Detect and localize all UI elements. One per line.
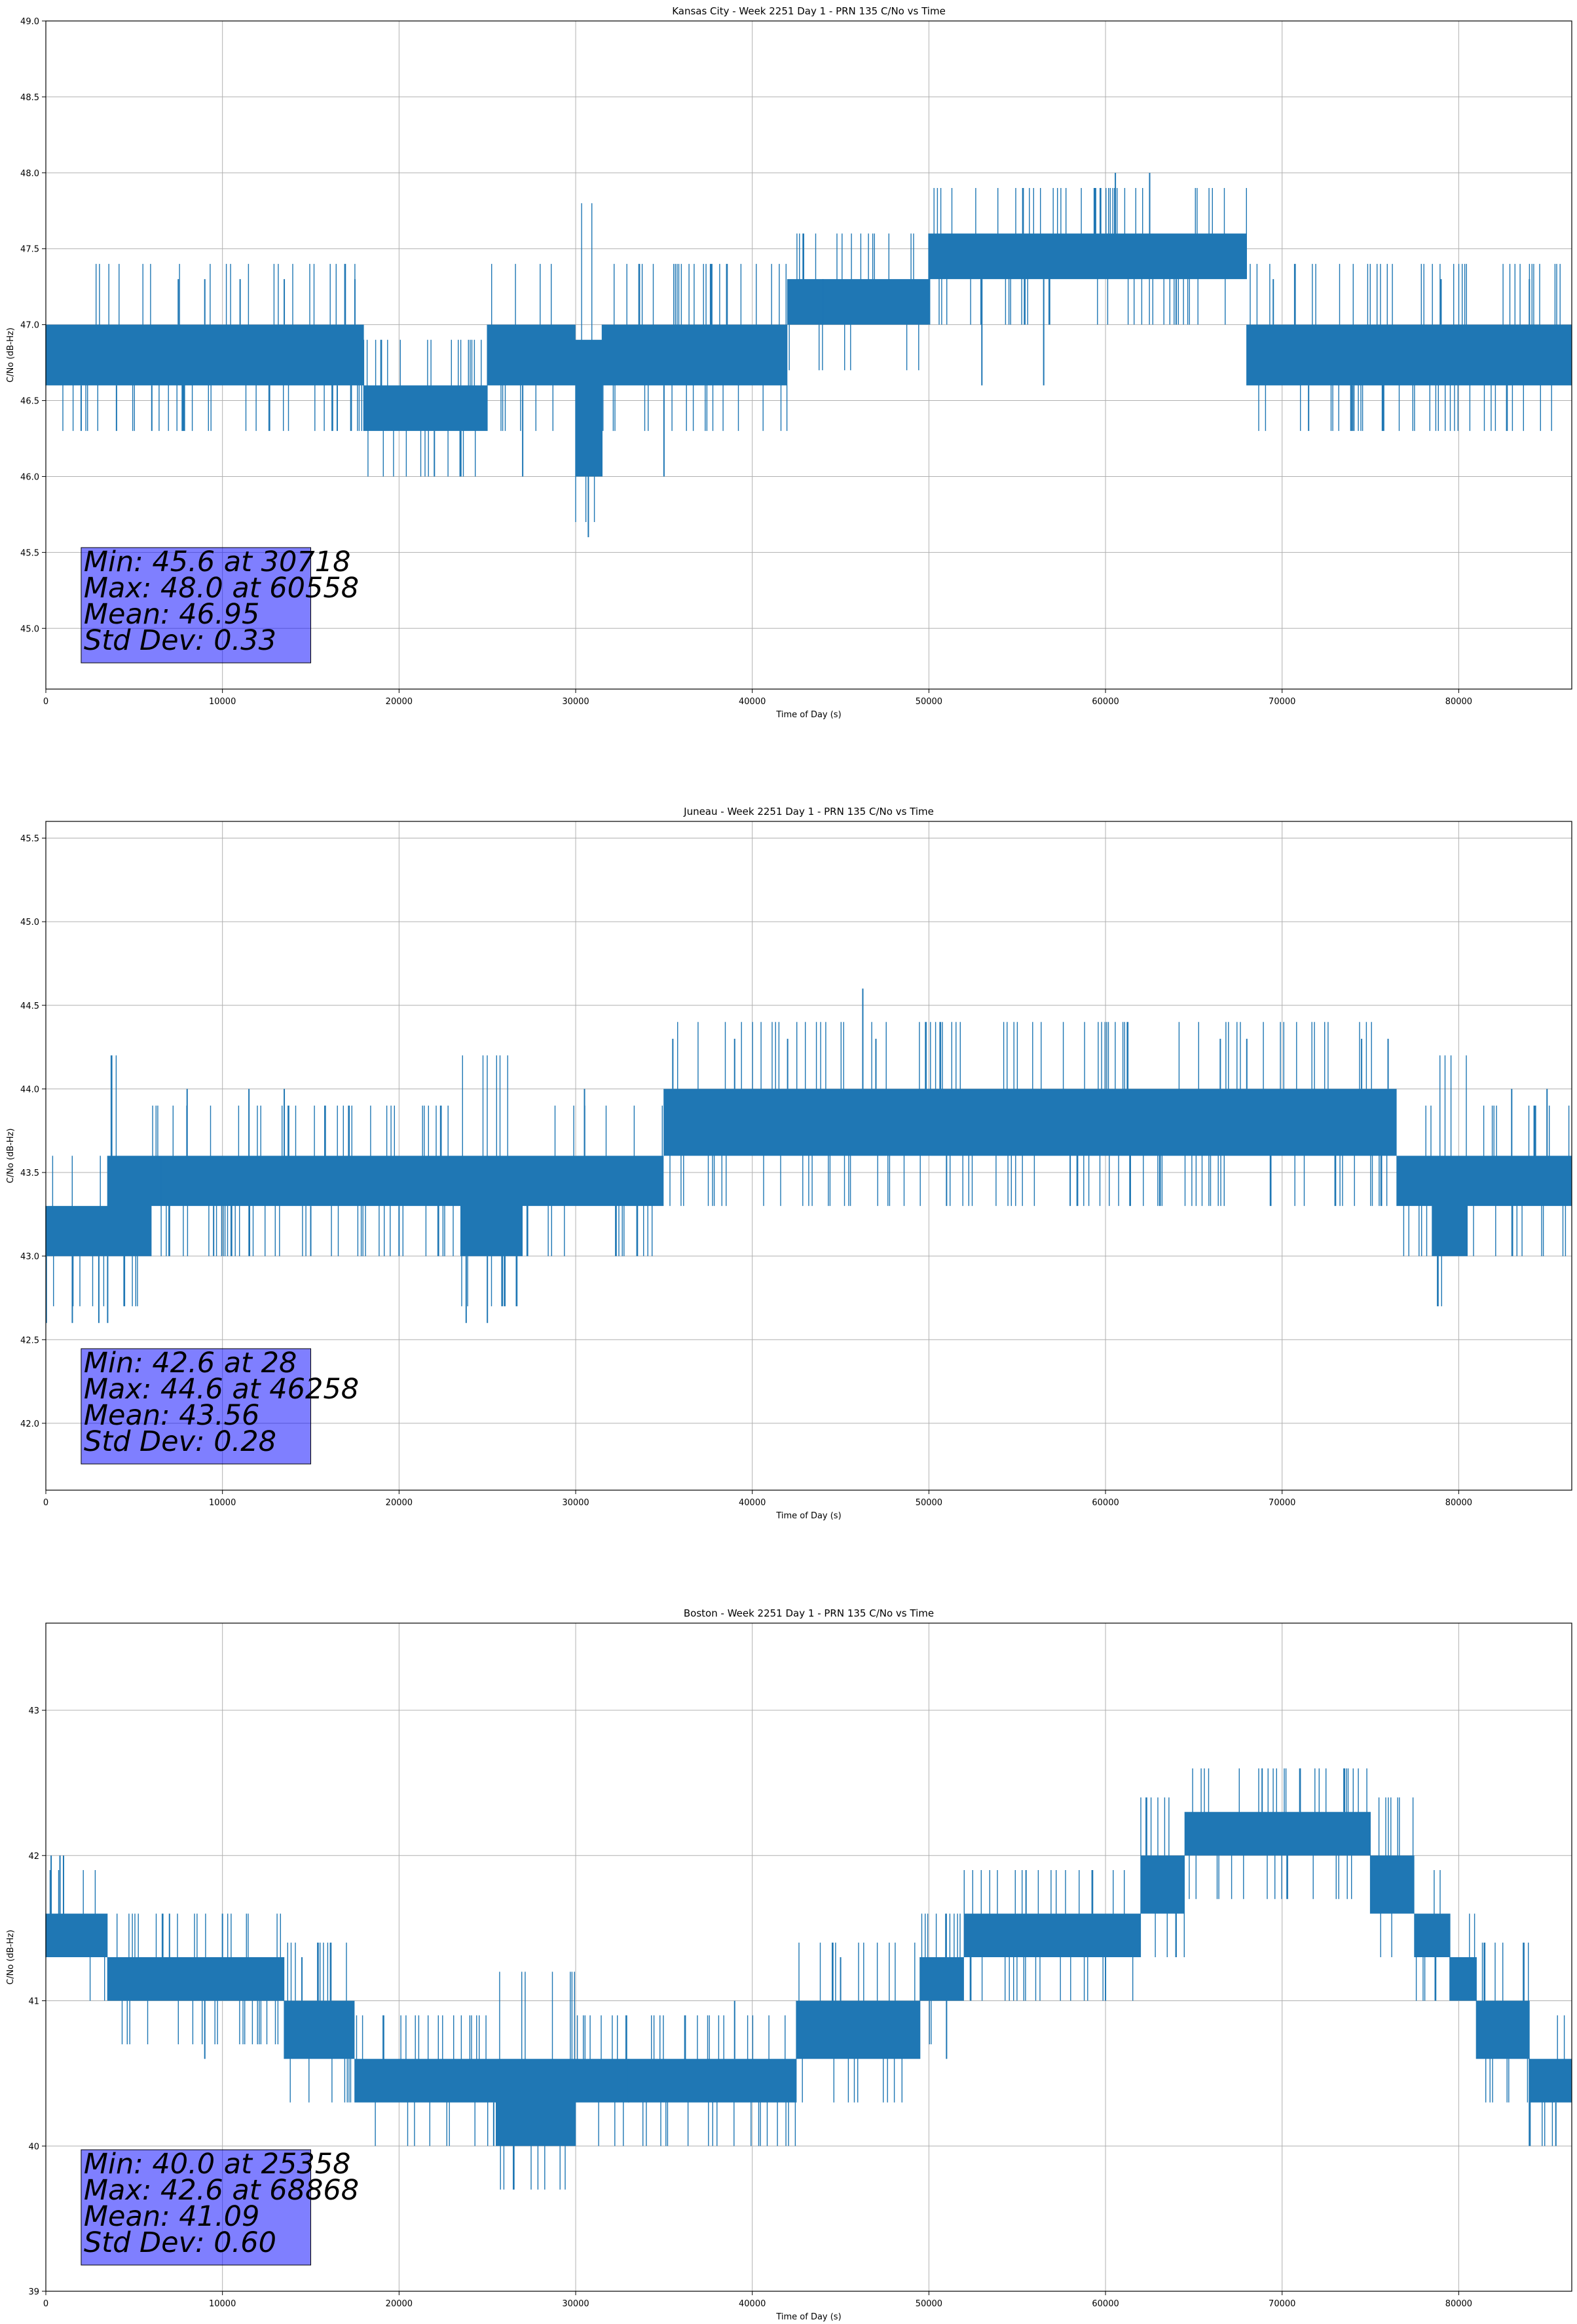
y-tick-label: 43 bbox=[28, 1706, 39, 1716]
stats-line: Std Dev: 0.60 bbox=[84, 2226, 276, 2259]
x-tick-label: 20000 bbox=[386, 697, 413, 707]
series-line bbox=[45, 1768, 1572, 2190]
x-tick-label: 40000 bbox=[739, 697, 766, 707]
y-tick-label: 43.5 bbox=[20, 1169, 39, 1178]
plot-frame bbox=[45, 20, 1572, 690]
y-tick-label: 44.5 bbox=[20, 1002, 39, 1011]
y-tick-label: 45.0 bbox=[20, 918, 39, 928]
y-tick-label: 40 bbox=[28, 2142, 39, 2152]
y-tick-label: 47.5 bbox=[20, 245, 39, 255]
y-tick-label: 42 bbox=[28, 1852, 39, 1862]
chart-kansas-city: 0 10000 20000 30000 40000 50000 60000 70000 8000… bbox=[6, 5, 1572, 720]
x-tick-label: 50000 bbox=[916, 1498, 942, 1508]
y-tick-label: 49.0 bbox=[20, 17, 39, 27]
stats-line: Max: 44.6 at 46258 bbox=[84, 1373, 359, 1406]
y-tick-label: 45.5 bbox=[20, 834, 39, 844]
x-tick-label: 70000 bbox=[1269, 1498, 1295, 1508]
y-tick-label: 46.5 bbox=[20, 397, 39, 407]
x-tick-label: 10000 bbox=[209, 1498, 236, 1508]
plot-frame bbox=[45, 821, 1572, 1491]
x-tick-label: 30000 bbox=[562, 2299, 589, 2309]
x-axis-label: Time of Day (s) bbox=[775, 2312, 841, 2322]
series-line bbox=[45, 1022, 1572, 1307]
stats-line: Max: 42.6 at 68868 bbox=[84, 2174, 359, 2207]
x-tick-label: 0 bbox=[43, 1498, 48, 1508]
x-tick-label: 70000 bbox=[1269, 2299, 1295, 2309]
y-tick-label: 43.0 bbox=[20, 1252, 39, 1262]
x-tick-label: 60000 bbox=[1092, 697, 1119, 707]
y-tick-label: 39 bbox=[28, 2287, 39, 2297]
stats-line: Max: 48.0 at 60558 bbox=[84, 572, 359, 605]
x-tick-label: 0 bbox=[43, 2299, 48, 2309]
chart-boston: 0 10000 20000 30000 40000 50000 60000 70000 8000… bbox=[6, 1607, 1572, 2322]
x-tick-label: 30000 bbox=[562, 1498, 589, 1508]
chart-title: Boston - Week 2251 Day 1 - PRN 135 C/No … bbox=[684, 1607, 934, 1619]
stats-line: Std Dev: 0.33 bbox=[84, 624, 276, 657]
y-tick-label: 45.0 bbox=[20, 624, 39, 634]
y-tick-label: 48.5 bbox=[20, 93, 39, 103]
y-axis-label: C/No (dB-Hz) bbox=[6, 1129, 16, 1184]
y-tick-label: 46.0 bbox=[20, 472, 39, 482]
x-tick-label: 80000 bbox=[1445, 1498, 1472, 1508]
x-tick-label: 70000 bbox=[1269, 697, 1295, 707]
y-tick-label: 44.0 bbox=[20, 1085, 39, 1095]
stats-box bbox=[81, 2149, 312, 2266]
y-axis-label: C/No (dB-Hz) bbox=[6, 1930, 16, 1985]
x-tick-label: 80000 bbox=[1445, 697, 1472, 707]
x-tick-label: 0 bbox=[43, 697, 48, 707]
y-tick-label: 48.0 bbox=[20, 169, 39, 179]
chart-title: Kansas City - Week 2251 Day 1 - PRN 135 … bbox=[672, 5, 946, 17]
x-tick-label: 60000 bbox=[1092, 2299, 1119, 2309]
x-axis-label: Time of Day (s) bbox=[775, 710, 841, 720]
stats-line: Min: 42.6 at 28 bbox=[84, 1347, 297, 1379]
stats-line: Min: 40.0 at 25358 bbox=[84, 2148, 351, 2181]
x-tick-label: 40000 bbox=[739, 1498, 766, 1508]
x-tick-label: 40000 bbox=[739, 2299, 766, 2309]
y-tick-label: 47.0 bbox=[20, 321, 39, 331]
stats-box bbox=[81, 1348, 312, 1465]
stats-box bbox=[81, 547, 312, 664]
stats-line: Mean: 43.56 bbox=[84, 1399, 259, 1432]
x-tick-label: 50000 bbox=[916, 697, 942, 707]
x-tick-label: 60000 bbox=[1092, 1498, 1119, 1508]
x-tick-label: 10000 bbox=[209, 697, 236, 707]
x-axis-label: Time of Day (s) bbox=[775, 1511, 841, 1521]
stats-line: Mean: 46.95 bbox=[84, 598, 259, 631]
chart-title: Juneau - Week 2251 Day 1 - PRN 135 C/No … bbox=[683, 806, 934, 817]
series-line bbox=[45, 188, 1572, 522]
x-tick-label: 80000 bbox=[1445, 2299, 1472, 2309]
x-tick-label: 20000 bbox=[386, 1498, 413, 1508]
y-tick-label: 45.5 bbox=[20, 548, 39, 558]
x-tick-label: 20000 bbox=[386, 2299, 413, 2309]
y-tick-label: 42.5 bbox=[20, 1336, 39, 1345]
x-tick-label: 50000 bbox=[916, 2299, 942, 2309]
x-tick-label: 30000 bbox=[562, 697, 589, 707]
y-tick-label: 42.0 bbox=[20, 1419, 39, 1429]
stats-line: Std Dev: 0.28 bbox=[84, 1425, 276, 1458]
chart-juneau: 0 10000 20000 30000 40000 50000 60000 70000 8000… bbox=[6, 806, 1572, 1521]
stats-line: Mean: 41.09 bbox=[84, 2200, 259, 2233]
stats-line: Min: 45.6 at 30718 bbox=[84, 546, 351, 578]
x-tick-label: 10000 bbox=[209, 2299, 236, 2309]
plot-frame bbox=[45, 1622, 1572, 2292]
y-axis-label: C/No (dB-Hz) bbox=[6, 328, 16, 383]
y-tick-label: 41 bbox=[28, 1997, 39, 2007]
